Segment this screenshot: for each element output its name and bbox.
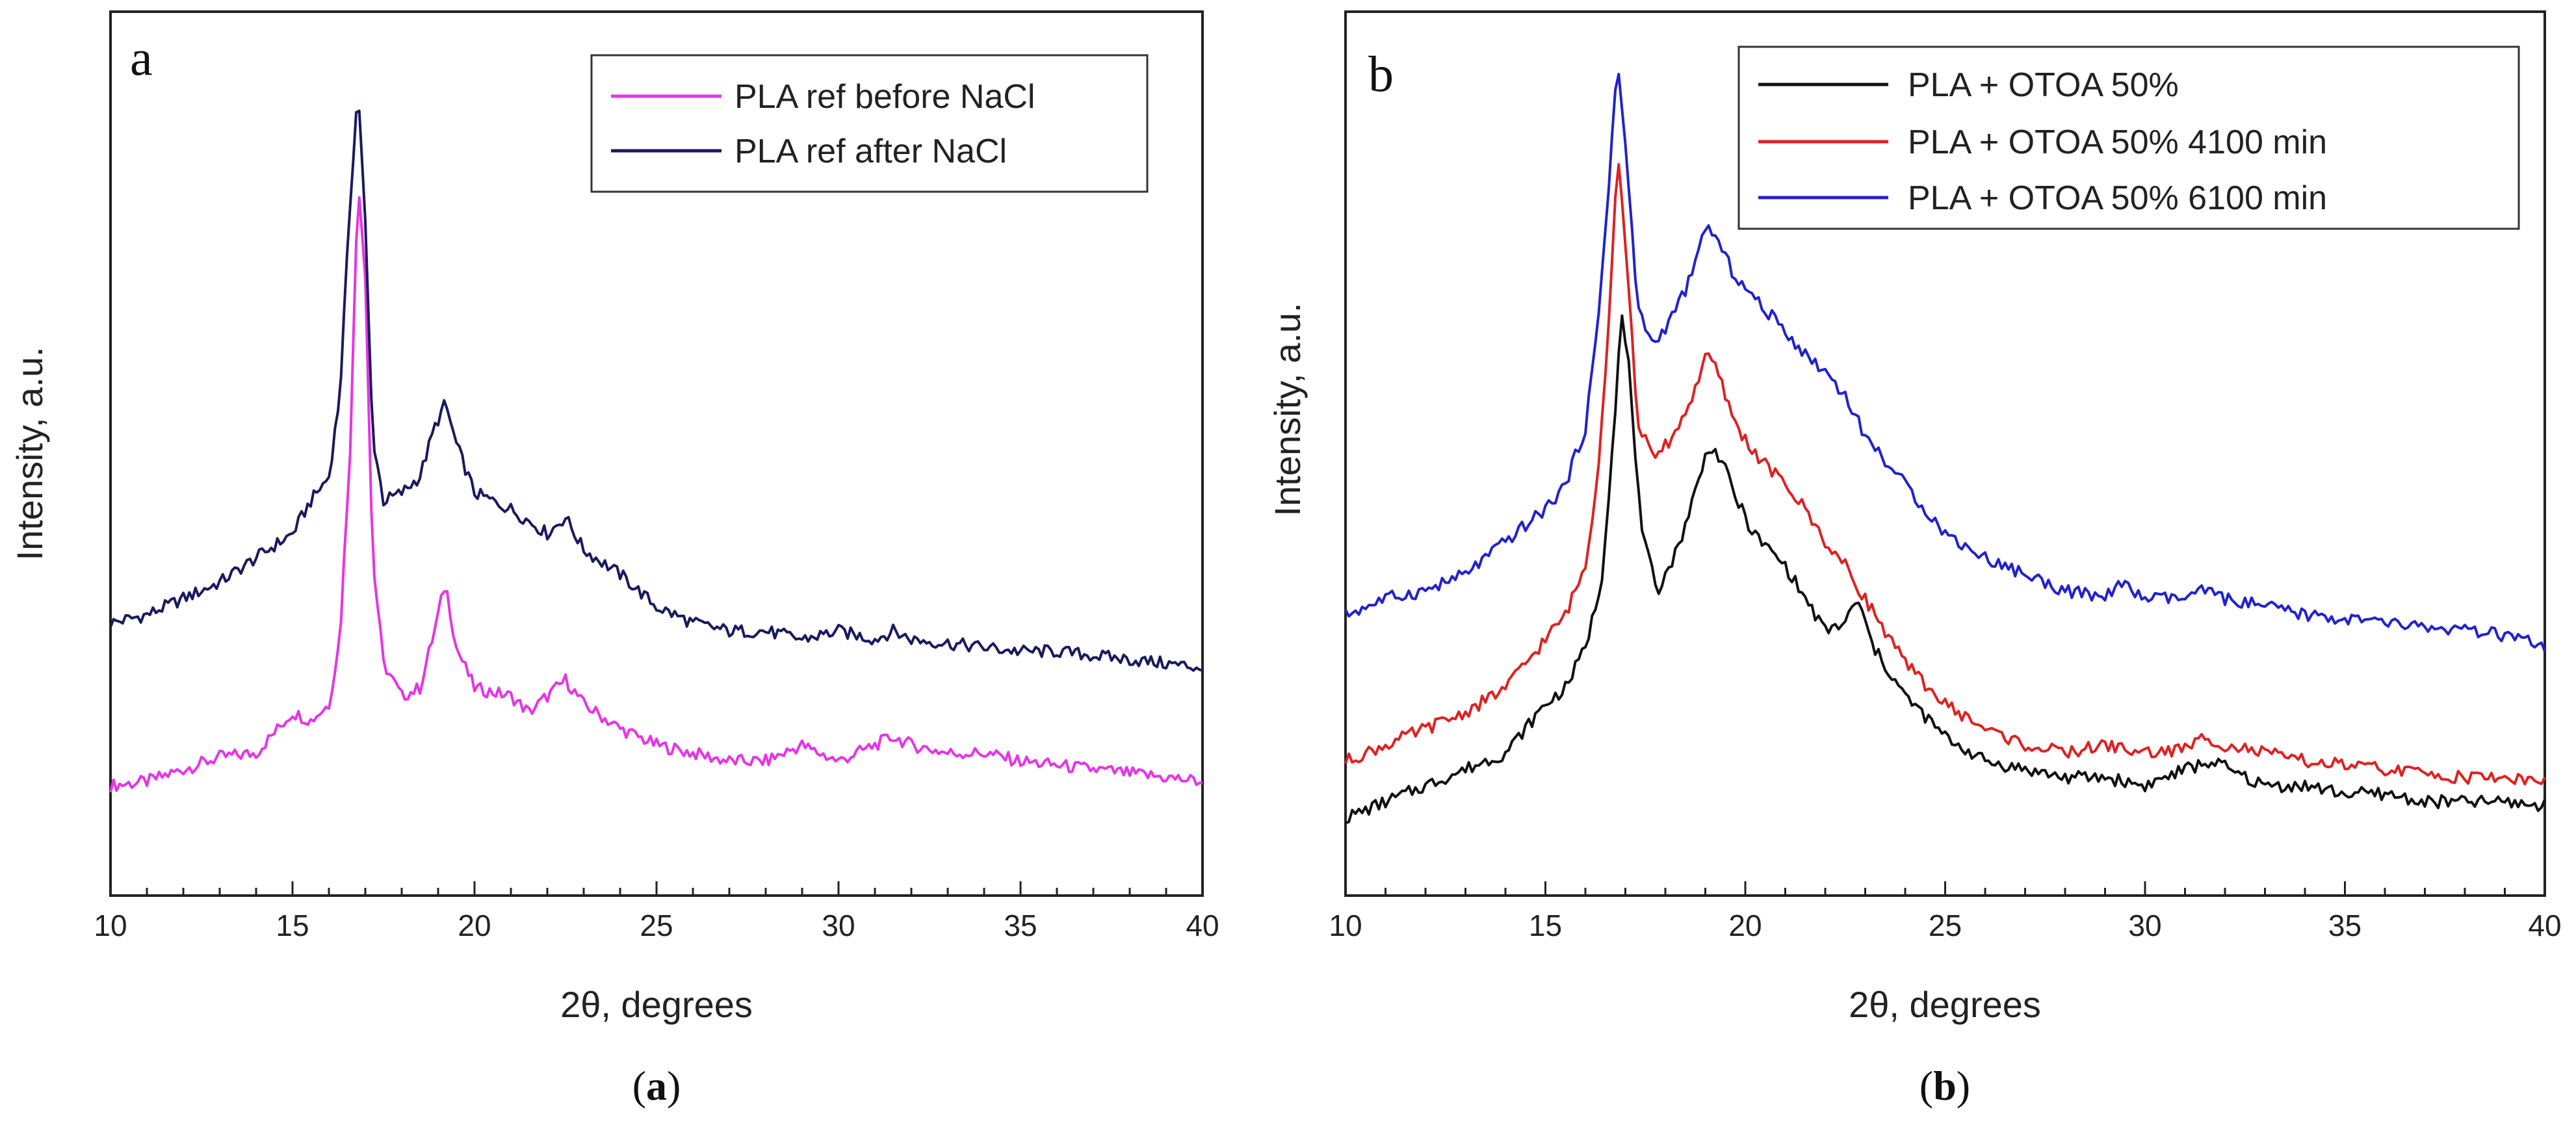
x-tick-label: 30 (2128, 909, 2161, 942)
panel-a: 10 15 20 25 30 35 40 a PLA ref before NaCl PLA… (9, 10, 1219, 1109)
x-tick-label: 30 (822, 909, 855, 942)
x-tick-label: 10 (94, 909, 127, 942)
x-tick-label: 40 (2528, 909, 2561, 942)
series-line-pla-ref-after-nacl (109, 109, 1203, 672)
y-axis-title-a: Intensity, a.u. (9, 347, 50, 561)
legend-b: PLA + OTOA 50% PLA + OTOA 50% 4100 min P… (1737, 45, 2520, 230)
x-axis-b: 10 15 20 25 30 35 40 (1329, 881, 2562, 942)
legend-label-pla-ref-after-nacl: PLA ref after NaCl (735, 133, 1007, 170)
legend-box-a (590, 54, 1149, 193)
x-axis-a: 10 15 20 25 30 35 40 (94, 881, 1219, 942)
x-tick-label: 20 (458, 909, 491, 942)
y-axis-title-b: Intensity, a.u. (1267, 303, 1308, 517)
legend-a: PLA ref before NaCl PLA ref after NaCl (590, 54, 1149, 193)
panel-letter-a: a (130, 29, 153, 86)
x-tick-label: 35 (1004, 909, 1037, 942)
x-axis-title-b: 2θ, degrees (1849, 984, 2041, 1025)
x-tick-label: 15 (1529, 909, 1562, 942)
x-tick-label: 10 (1329, 909, 1362, 942)
x-tick-label: 15 (276, 909, 309, 942)
series-line-pla-ref-before-nacl (109, 196, 1203, 793)
panel-letter-b: b (1368, 45, 1394, 102)
legend-label-pla-ref-before-nacl: PLA ref before NaCl (735, 78, 1035, 116)
panel-b: 10 15 20 25 30 35 40 b PLA + OTOA 50% PLA + OT… (1267, 10, 2562, 1109)
caption-b: (b) (1919, 1063, 1970, 1109)
legend-label-pla-otoa-50: PLA + OTOA 50% (1908, 66, 2179, 104)
series-lines-b (1344, 73, 2546, 825)
series-line-pla-otoa-50-6100-min (1344, 73, 2546, 653)
legend-label-pla-otoa-50-4100: PLA + OTOA 50% 4100 min (1908, 123, 2327, 161)
series-line-pla-otoa-50-4100-min (1344, 162, 2546, 786)
caption-a: (a) (632, 1063, 681, 1109)
series-lines-a (109, 109, 1203, 793)
x-axis-title-a: 2θ, degrees (560, 984, 753, 1025)
series-line-pla-otoa-50 (1345, 314, 2546, 825)
x-tick-label: 35 (2328, 909, 2361, 942)
x-tick-label: 25 (640, 909, 673, 942)
legend-label-pla-otoa-50-6100: PLA + OTOA 50% 6100 min (1908, 179, 2327, 217)
x-tick-label: 25 (1929, 909, 1962, 942)
x-tick-label: 40 (1186, 909, 1219, 942)
x-tick-label: 20 (1728, 909, 1762, 942)
